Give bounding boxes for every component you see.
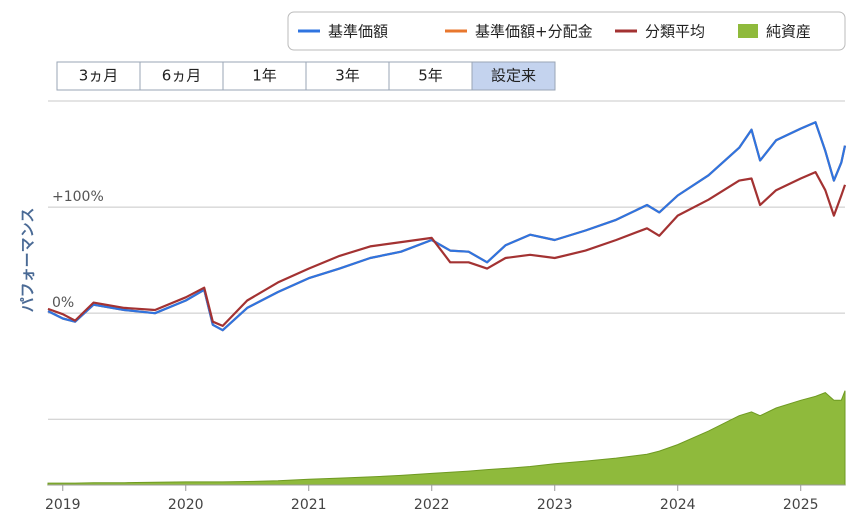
range-button-label[interactable]: 5年 [418,67,443,85]
x-tick-label: 2021 [291,497,327,513]
x-tick-label: 2024 [660,497,696,513]
range-button[interactable] [305,61,390,91]
line [47,171,847,327]
x-tick-label: 2022 [414,497,450,513]
range-button-label[interactable]: 6ヵ月 [162,67,202,85]
legend-box [287,11,846,51]
legend-swatch [738,24,758,38]
range-button[interactable] [471,61,556,91]
range-button[interactable] [139,61,224,91]
y-axis-title: パフォーマンス [19,208,37,313]
line [47,121,847,332]
range-button-label[interactable]: 3ヵ月 [79,67,119,85]
y-tick-label: +100% [52,189,104,205]
legend-label: 基準価額+分配金 [475,23,593,41]
x-tick-label: 2020 [168,497,204,513]
x-tick-label: 2023 [537,497,573,513]
legend-label: 純資産 [766,23,811,41]
x-tick-label: 2025 [783,497,819,513]
x-tick-label: 2019 [45,497,81,513]
range-button[interactable] [222,61,307,91]
range-button-label[interactable]: 3年 [335,67,360,85]
range-button[interactable] [56,61,141,91]
range-button[interactable] [388,61,473,91]
range-button-label[interactable]: 設定来 [491,67,536,85]
legend-label: 基準価額 [328,23,388,41]
y-tick-label: 0% [52,295,74,311]
legend-label: 分類平均 [645,23,705,41]
range-button-label[interactable]: 1年 [252,67,277,85]
area [47,390,846,486]
line [47,121,847,332]
range-buttons: 3ヵ月 6ヵ月 1年 3年 5年 設定来 [56,61,556,91]
